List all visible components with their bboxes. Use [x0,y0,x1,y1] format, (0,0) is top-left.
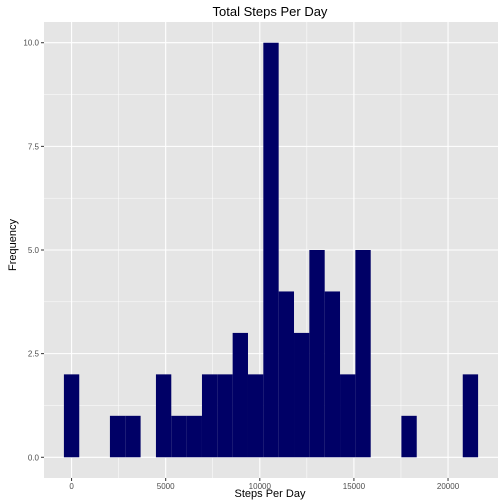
histogram-bar [263,42,279,458]
histogram-bar [278,291,295,458]
histogram-bar [355,250,371,458]
histogram-bar [201,374,218,458]
histogram-bar [109,415,126,458]
histogram-bars [63,42,479,458]
histogram-bar [217,374,233,458]
y-tick-label: 5.0 [28,246,40,255]
x-tick-label: 0 [69,482,74,491]
y-tick-label: 0.0 [28,453,40,462]
x-tick-label: 5000 [157,482,175,491]
histogram-bar [324,291,341,458]
y-axis-title: Frequency [7,219,19,271]
x-axis-title: Steps Per Day [235,488,306,500]
histogram-bar [462,374,479,458]
x-tick-label: 10000 [249,482,272,491]
y-axis-ticks: 0.0 2.5 5.0 7.5 10.0 [23,39,44,462]
histogram-bar [186,415,202,458]
histogram-bar [125,415,141,458]
histogram-bar [171,415,187,458]
histogram-bar [63,374,80,458]
histogram-bar [401,415,417,458]
x-axis-ticks: 0 5000 10000 15000 20000 [69,478,460,491]
histogram-bar [340,374,356,458]
x-tick-label: 20000 [437,482,460,491]
chart-title: Total Steps Per Day [213,4,328,19]
x-tick-label: 15000 [343,482,366,491]
histogram-bar [232,332,248,458]
histogram-bar [155,374,172,458]
histogram-bar [247,374,264,458]
histogram-bar [309,250,325,458]
y-tick-label: 7.5 [28,142,40,151]
y-tick-label: 10.0 [23,39,39,48]
histogram-bar [294,332,310,458]
y-tick-label: 2.5 [28,350,40,359]
